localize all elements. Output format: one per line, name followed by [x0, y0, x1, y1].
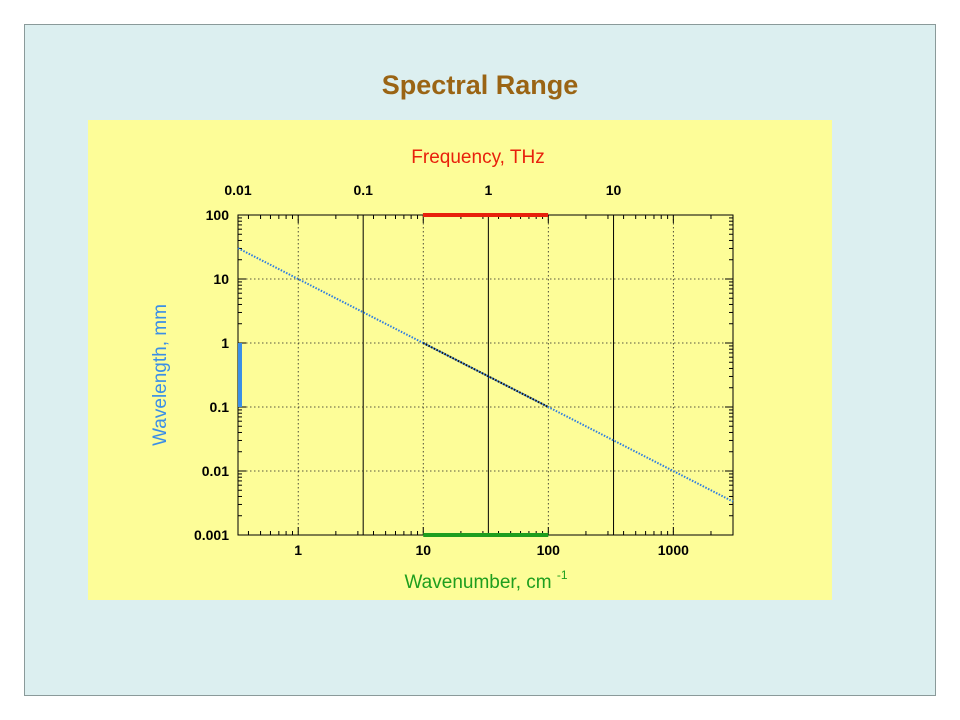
- y-tick-label: 10: [213, 271, 229, 287]
- tick-labels: 1 10 100 1000 0.01 0.1 1 10 0.001 0.01 0.1 1 10 100: [194, 182, 689, 558]
- x2-tick-label: 1: [484, 182, 492, 198]
- x-tick-label: 1: [294, 542, 302, 558]
- x2-axis-title: Frequency, THz: [411, 147, 544, 168]
- x-tick-label: 1000: [658, 542, 689, 558]
- x2-tick-label: 0.01: [224, 182, 251, 198]
- chart-panel: 1 10 100 1000 0.01 0.1 1 10 0.001 0.01 0.1 1 10 100 F…: [88, 120, 832, 600]
- x2-tick-label: 10: [606, 182, 622, 198]
- x-tick-label: 100: [537, 542, 561, 558]
- ticks: [238, 214, 734, 536]
- series-line: [422, 342, 549, 408]
- x-axis-title-text: Wavenumber, cm: [404, 572, 551, 593]
- y-tick-label: 0.1: [210, 399, 230, 415]
- y-tick-label: 1: [221, 335, 229, 351]
- slide-title: Spectral Range: [381, 70, 579, 100]
- spectral-range-chart: 1 10 100 1000 0.01 0.1 1 10 0.001 0.01 0.1 1 10 100 F…: [88, 120, 832, 600]
- range-bars: [238, 213, 549, 537]
- y-tick-label: 0.001: [194, 527, 229, 543]
- x-axis-title-exponent: -1: [557, 568, 568, 582]
- x-tick-label: 10: [415, 542, 431, 558]
- x2-tick-label: 0.1: [353, 182, 373, 198]
- y-axis-title: Wavelength, mm: [150, 304, 171, 446]
- y-tick-label: 0.01: [202, 463, 229, 479]
- x-axis-title: Wavenumber, cm -1: [404, 568, 567, 593]
- chart-background: [88, 120, 832, 600]
- y-tick-label: 100: [206, 207, 230, 223]
- series-line: [237, 247, 734, 503]
- grid: [238, 214, 733, 536]
- series: [237, 247, 734, 503]
